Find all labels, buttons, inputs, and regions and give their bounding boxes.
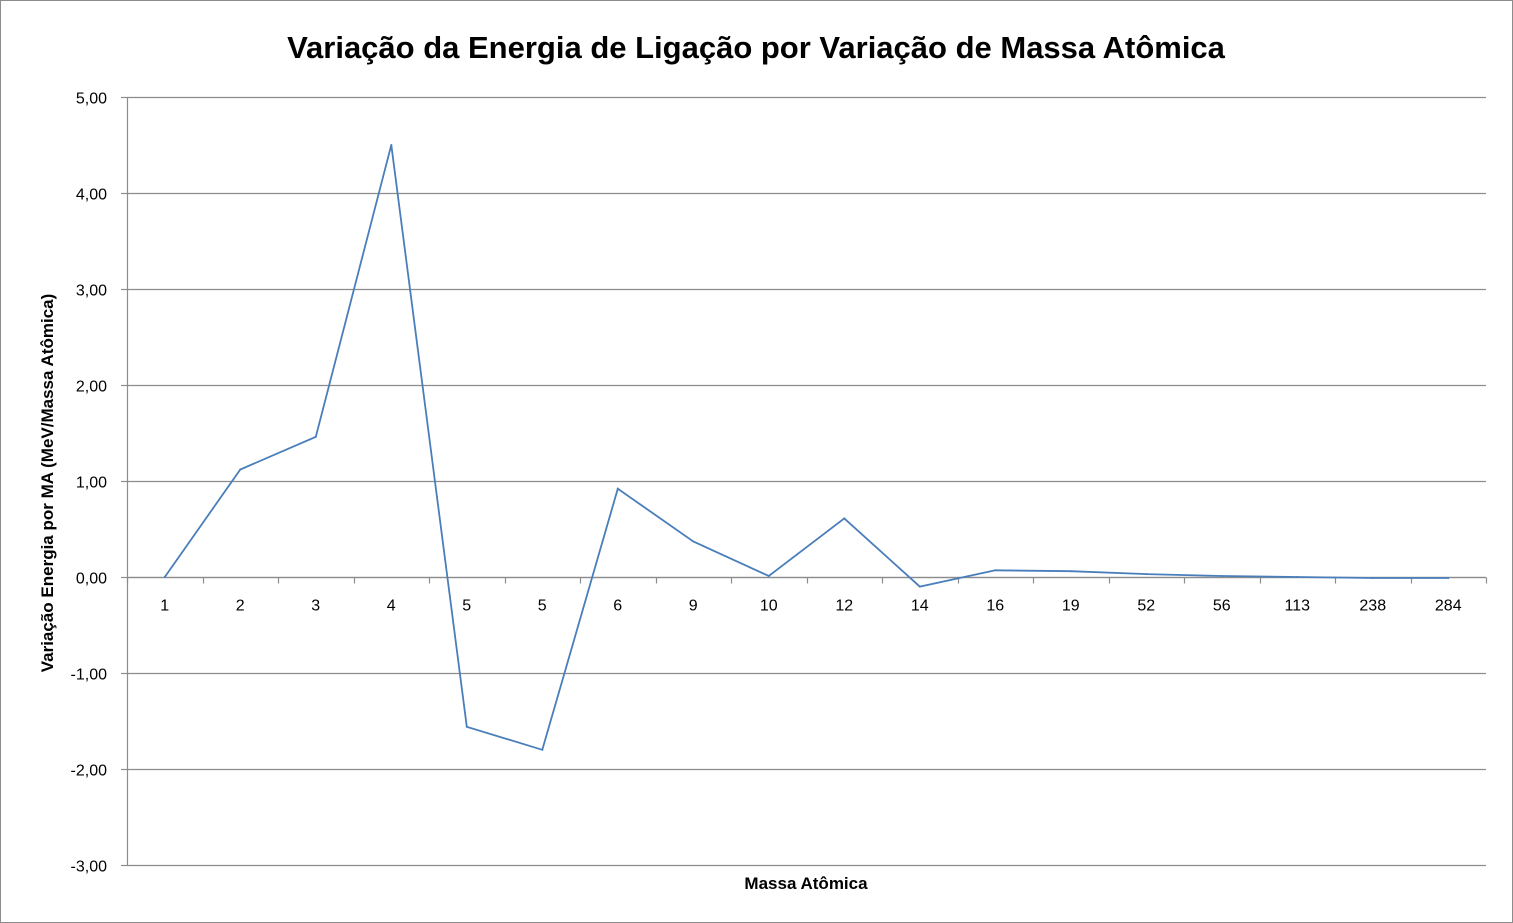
x-tick-label: 14	[911, 598, 929, 615]
data-point	[1296, 576, 1299, 578]
data-point	[1145, 573, 1148, 576]
data-point	[692, 540, 695, 543]
x-tick-label: 5	[538, 598, 547, 615]
series-layer	[163, 144, 1450, 751]
data-point	[1069, 570, 1072, 573]
data-point	[1447, 577, 1450, 579]
data-point	[465, 725, 468, 728]
data-point	[616, 487, 619, 490]
y-tick-label: 5,00	[76, 91, 107, 108]
x-tick-label: 6	[613, 598, 622, 615]
y-tick-label: 2,00	[76, 379, 107, 396]
data-point	[918, 585, 921, 588]
x-tick-label: 16	[986, 598, 1004, 615]
y-tick-label: 3,00	[76, 283, 107, 300]
y-tick-label: 4,00	[76, 187, 107, 204]
x-tick-label: 113	[1284, 598, 1310, 615]
data-point	[1220, 575, 1223, 577]
x-axis-title: Massa Atômica	[744, 874, 868, 893]
data-point	[767, 575, 770, 577]
series-line-0	[164, 144, 1449, 751]
y-tick-label: -1,00	[71, 667, 108, 684]
y-axis-title: Variação Energia por MA (MeV/Massa Atômi…	[38, 294, 57, 673]
data-point	[163, 576, 166, 578]
y-tick-label: -2,00	[71, 763, 108, 780]
data-point	[239, 468, 242, 471]
x-tick-label: 12	[835, 598, 853, 615]
y-tick-label: 0,00	[76, 571, 107, 588]
x-tick-label: 238	[1359, 598, 1386, 615]
x-tick-label: 56	[1213, 598, 1231, 615]
data-point	[1371, 577, 1374, 579]
y-tick-labels: -3,00 -2,00 -1,00 0,00 1,00 2,00 3,00 4,00 5,00	[71, 91, 108, 876]
grid-lines	[127, 96, 1486, 867]
y-tick-label: 1,00	[76, 475, 107, 492]
data-point	[843, 517, 846, 520]
y-tick-label: -3,00	[71, 859, 108, 876]
data-point	[541, 748, 544, 751]
x-tick-label: 10	[760, 598, 778, 615]
x-tick-label: 5	[462, 598, 471, 615]
x-tick-label: 1	[160, 598, 169, 615]
data-point	[390, 144, 393, 146]
x-tick-label: 2	[236, 598, 245, 615]
data-point	[994, 569, 997, 572]
data-point	[314, 435, 317, 438]
x-tick-label: 284	[1435, 598, 1462, 615]
x-tick-label: 19	[1062, 598, 1080, 615]
x-tick-label: 3	[311, 598, 320, 615]
axes	[121, 96, 1488, 867]
x-tick-label: 9	[689, 598, 698, 615]
x-tick-label: 52	[1137, 598, 1155, 615]
x-tick-label: 4	[387, 598, 396, 615]
chart-title: Variação da Energia de Ligação por Varia…	[287, 30, 1226, 65]
x-tick-labels: 1 2 3 4 5 5 6 9 10 12 14 16 19 52 56 113 238 284	[160, 598, 1461, 615]
